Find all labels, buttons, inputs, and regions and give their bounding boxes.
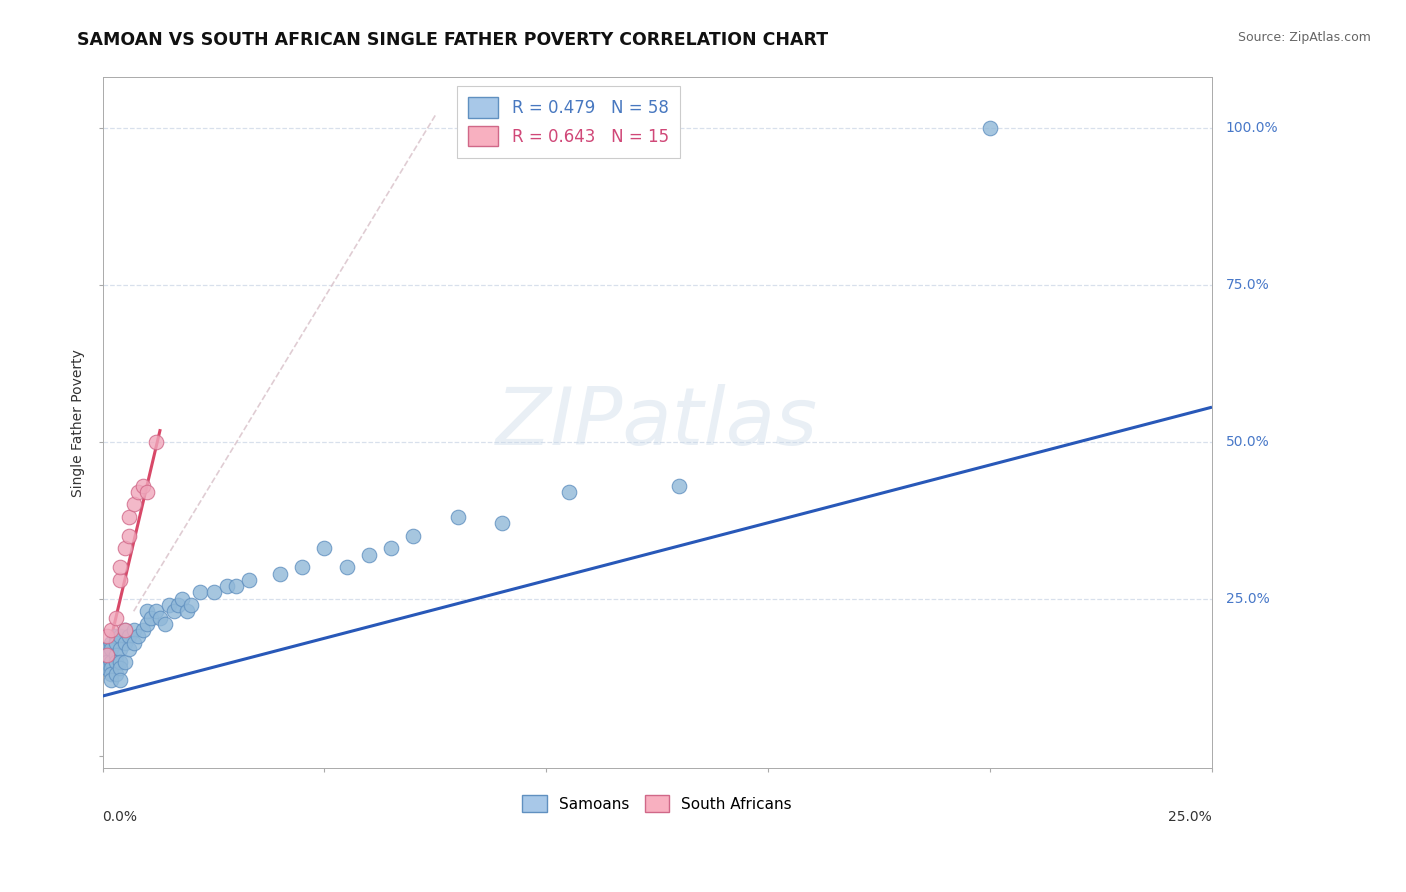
Point — [127, 484, 149, 499]
Point — [100, 667, 122, 681]
Point — [668, 478, 690, 492]
Point — [149, 610, 172, 624]
Point — [131, 623, 153, 637]
Point — [122, 635, 145, 649]
Point — [104, 655, 127, 669]
Point — [118, 642, 141, 657]
Point — [100, 661, 122, 675]
Point — [114, 623, 136, 637]
Point — [114, 635, 136, 649]
Point — [157, 598, 180, 612]
Point — [100, 642, 122, 657]
Point — [380, 541, 402, 556]
Point — [118, 529, 141, 543]
Point — [104, 667, 127, 681]
Point — [96, 642, 118, 657]
Point — [172, 591, 194, 606]
Point — [979, 120, 1001, 135]
Point — [96, 655, 118, 669]
Point — [127, 629, 149, 643]
Text: 75.0%: 75.0% — [1226, 277, 1270, 292]
Point — [202, 585, 225, 599]
Point — [314, 541, 336, 556]
Point — [100, 623, 122, 637]
Point — [145, 604, 167, 618]
Point — [131, 478, 153, 492]
Point — [491, 516, 513, 531]
Point — [118, 629, 141, 643]
Point — [136, 616, 159, 631]
Point — [336, 560, 359, 574]
Point — [269, 566, 291, 581]
Text: 50.0%: 50.0% — [1226, 434, 1270, 449]
Point — [110, 560, 132, 574]
Point — [225, 579, 247, 593]
Point — [402, 529, 425, 543]
Point — [96, 661, 118, 675]
Point — [104, 629, 127, 643]
Point — [291, 560, 314, 574]
Point — [110, 642, 132, 657]
Point — [114, 541, 136, 556]
Point — [110, 673, 132, 688]
Point — [167, 598, 190, 612]
Point — [110, 661, 132, 675]
Point — [104, 610, 127, 624]
Point — [96, 648, 118, 663]
Point — [110, 629, 132, 643]
Point — [114, 655, 136, 669]
Point — [110, 573, 132, 587]
Point — [446, 510, 468, 524]
Point — [162, 604, 184, 618]
Point — [96, 629, 118, 643]
Point — [122, 623, 145, 637]
Text: ZIPatlas: ZIPatlas — [496, 384, 818, 462]
Point — [100, 655, 122, 669]
Point — [122, 498, 145, 512]
Point — [238, 573, 260, 587]
Point — [357, 548, 380, 562]
Point — [153, 616, 176, 631]
Point — [557, 484, 579, 499]
Legend: Samoans, South Africans: Samoans, South Africans — [515, 788, 800, 820]
Text: Source: ZipAtlas.com: Source: ZipAtlas.com — [1237, 31, 1371, 45]
Point — [145, 434, 167, 449]
Point — [114, 623, 136, 637]
Point — [215, 579, 238, 593]
Text: 100.0%: 100.0% — [1226, 120, 1278, 135]
Point — [136, 604, 159, 618]
Point — [180, 598, 202, 612]
Point — [104, 648, 127, 663]
Text: 25.0%: 25.0% — [1168, 810, 1212, 823]
Point — [141, 610, 163, 624]
Point — [104, 635, 127, 649]
Point — [100, 673, 122, 688]
Point — [188, 585, 211, 599]
Point — [118, 510, 141, 524]
Point — [176, 604, 198, 618]
Text: 25.0%: 25.0% — [1226, 591, 1270, 606]
Point — [110, 655, 132, 669]
Text: 0.0%: 0.0% — [103, 810, 138, 823]
Point — [136, 484, 159, 499]
Point — [100, 635, 122, 649]
Point — [96, 648, 118, 663]
Text: SAMOAN VS SOUTH AFRICAN SINGLE FATHER POVERTY CORRELATION CHART: SAMOAN VS SOUTH AFRICAN SINGLE FATHER PO… — [77, 31, 828, 49]
Y-axis label: Single Father Poverty: Single Father Poverty — [72, 349, 86, 497]
